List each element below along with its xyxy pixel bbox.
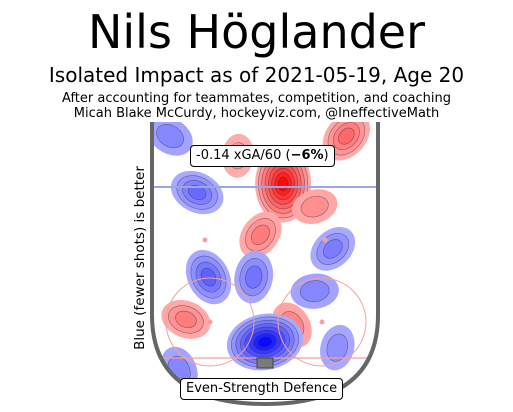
faceoff-circle-right — [277, 277, 367, 367]
goal-net — [256, 357, 274, 369]
heatmap-contour-13-1 — [156, 124, 184, 149]
heatmap-contour-0-7 — [277, 176, 289, 192]
rink-boards — [150, 122, 380, 407]
impact-value: -0.14 xGA/60 ( — [196, 148, 291, 163]
heatmap-contour-6-3 — [338, 127, 355, 145]
heatmap-contour-3-2 — [175, 310, 197, 329]
faceoff-circle-left — [165, 277, 255, 367]
neutral-dot-right — [322, 237, 328, 243]
credit-note: Micah Blake McCurdy, hockeyviz.com, @Ine… — [73, 106, 440, 121]
heatmap-contour-11-2 — [322, 239, 343, 259]
impact-summary-box: -0.14 xGA/60 (−6%) — [190, 145, 335, 167]
faceoff-dot-left — [207, 319, 213, 325]
context-label: Even-Strength Defence — [180, 378, 344, 400]
heatmap-contour-12-1 — [299, 280, 330, 303]
heatmap-contour-9-3 — [200, 267, 217, 287]
impact-percent: −6% — [290, 148, 324, 163]
chart-subtitle: Isolated Impact as of 2021-05-19, Age 20 — [48, 63, 465, 87]
heatmap-contour-10-2 — [245, 265, 263, 289]
heatmap-contour-2-1 — [300, 195, 329, 218]
heatmap-contour-15-1 — [326, 333, 348, 362]
faceoff-dot-right — [319, 319, 325, 325]
heatmap-contour-1-2 — [251, 224, 270, 245]
impact-close: ) — [323, 148, 329, 163]
heatmap-contour-7-7 — [257, 336, 273, 348]
method-note: After accounting for teammates, competit… — [62, 91, 451, 106]
impact-regions — [152, 122, 371, 394]
neutral-dot-left — [202, 237, 208, 243]
chart-title: Nils Höglander — [87, 5, 426, 59]
